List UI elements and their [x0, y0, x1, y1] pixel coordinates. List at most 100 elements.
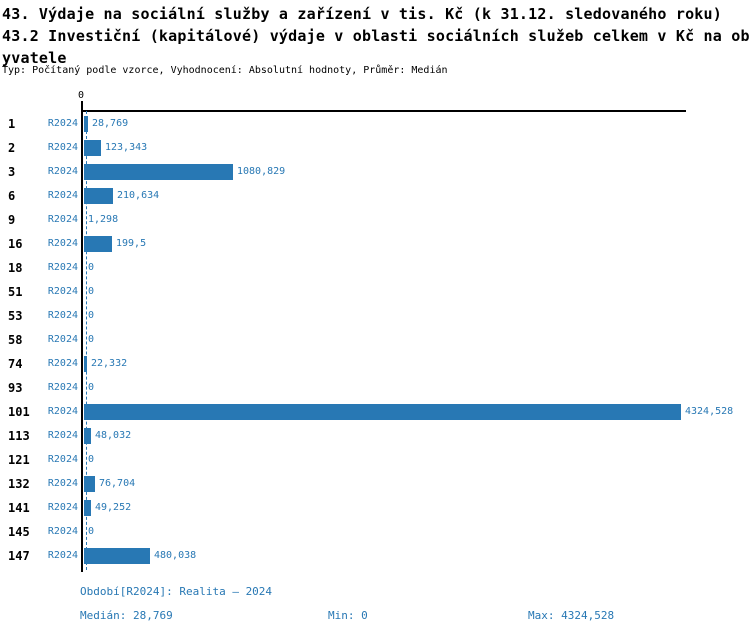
row-series-label: R2024	[47, 406, 78, 417]
bar-value-label: 1,298	[88, 214, 119, 225]
bar-value-label: 28,769	[92, 118, 129, 129]
bar	[84, 428, 91, 444]
bar-value-label: 0	[88, 262, 95, 273]
chart-row: 18 R2024 0	[0, 256, 750, 280]
row-series-label: R2024	[47, 238, 78, 249]
bar-value-label: 4324,528	[685, 406, 734, 417]
row-category-label: 58	[8, 333, 23, 347]
chart-row: 101 R2024 4324,528	[0, 400, 750, 424]
chart-title-line-3: yvatele	[2, 49, 67, 67]
bar-value-label: 480,038	[154, 550, 197, 561]
period-label: Období[R2024]: Realita – 2024	[80, 585, 273, 598]
row-series-label: R2024	[47, 382, 78, 393]
row-category-label: 121	[8, 453, 30, 467]
row-category-label: 113	[8, 429, 30, 443]
chart-row: 51 R2024 0	[0, 280, 750, 304]
chart-row: 6 R2024 210,634	[0, 184, 750, 208]
bar	[84, 164, 233, 180]
bar-value-label: 199,5	[116, 238, 147, 249]
row-series-label: R2024	[47, 550, 78, 561]
bar	[84, 356, 87, 372]
row-series-label: R2024	[47, 334, 78, 345]
row-series-label: R2024	[47, 454, 78, 465]
row-category-label: 93	[8, 381, 23, 395]
bar	[84, 404, 681, 420]
bar	[84, 236, 112, 252]
chart-row: 113 R2024 48,032	[0, 424, 750, 448]
bar-value-label: 76,704	[99, 478, 136, 489]
chart-row: 121 R2024 0	[0, 448, 750, 472]
chart-title-line-1: 43. Výdaje na sociální služby a zařízení…	[2, 5, 722, 23]
row-category-label: 16	[8, 237, 23, 251]
row-category-label: 18	[8, 261, 23, 275]
row-series-label: R2024	[47, 526, 78, 537]
min-stat: Min: 0	[328, 609, 368, 622]
row-category-label: 2	[8, 141, 16, 155]
chart-row: 141 R2024 49,252	[0, 496, 750, 520]
row-category-label: 141	[8, 501, 30, 515]
chart-row: 1 R2024 28,769	[0, 112, 750, 136]
row-series-label: R2024	[47, 214, 78, 225]
chart-row: 132 R2024 76,704	[0, 472, 750, 496]
chart-row: 145 R2024 0	[0, 520, 750, 544]
y-axis-line	[81, 101, 83, 572]
row-series-label: R2024	[47, 118, 78, 129]
bar-value-label: 123,343	[105, 142, 148, 153]
row-category-label: 147	[8, 549, 30, 563]
bar-value-label: 0	[88, 286, 95, 297]
row-category-label: 145	[8, 525, 30, 539]
chart-row: 3 R2024 1080,829	[0, 160, 750, 184]
bar-value-label: 48,032	[95, 430, 132, 441]
bar-value-label: 0	[88, 382, 95, 393]
row-series-label: R2024	[47, 286, 78, 297]
row-category-label: 101	[8, 405, 30, 419]
bar	[84, 500, 91, 516]
row-series-label: R2024	[47, 262, 78, 273]
bar-value-label: 49,252	[95, 502, 132, 513]
x-axis-line	[82, 110, 686, 112]
chart-row: 74 R2024 22,332	[0, 352, 750, 376]
bar-value-label: 0	[88, 526, 95, 537]
bar-value-label: 0	[88, 310, 95, 321]
row-series-label: R2024	[47, 142, 78, 153]
bar-value-label: 0	[88, 334, 95, 345]
chart-row: 93 R2024 0	[0, 376, 750, 400]
chart-title: 43. Výdaje na sociální služby a zařízení…	[2, 3, 750, 69]
chart-row: 53 R2024 0	[0, 304, 750, 328]
row-category-label: 6	[8, 189, 16, 203]
row-series-label: R2024	[47, 166, 78, 177]
row-series-label: R2024	[47, 310, 78, 321]
bar-value-label: 1080,829	[237, 166, 286, 177]
bar	[84, 476, 95, 492]
chart-row: 9 R2024 1,298	[0, 208, 750, 232]
chart-rows: 1 R2024 28,769 2 R2024 123,343 3 R2024 1…	[0, 112, 750, 568]
bar	[84, 548, 150, 564]
bar-value-label: 0	[88, 454, 95, 465]
bar	[84, 188, 113, 204]
median-stat: Medián: 28,769	[80, 609, 173, 622]
row-series-label: R2024	[47, 478, 78, 489]
max-stat: Max: 4324,528	[528, 609, 615, 622]
chart-row: 2 R2024 123,343	[0, 136, 750, 160]
row-category-label: 132	[8, 477, 30, 491]
row-category-label: 3	[8, 165, 16, 179]
row-category-label: 1	[8, 117, 16, 131]
bar-value-label: 210,634	[117, 190, 160, 201]
chart-subtitle: Typ: Počítaný podle vzorce, Vyhodnocení:…	[2, 65, 448, 76]
row-category-label: 51	[8, 285, 23, 299]
chart-row: 58 R2024 0	[0, 328, 750, 352]
bar	[84, 116, 88, 132]
row-category-label: 74	[8, 357, 23, 371]
bar-value-label: 22,332	[91, 358, 128, 369]
median-dashed-line	[86, 111, 87, 570]
chart-row: 16 R2024 199,5	[0, 232, 750, 256]
chart-title-line-2: 43.2 Investiční (kapitálové) výdaje v ob…	[2, 27, 750, 45]
x-axis-zero-tick-label: 0	[77, 90, 85, 101]
row-category-label: 53	[8, 309, 23, 323]
row-series-label: R2024	[47, 502, 78, 513]
row-category-label: 9	[8, 213, 16, 227]
bar	[84, 140, 101, 156]
chart-row: 147 R2024 480,038	[0, 544, 750, 568]
bar-chart: 0 1 R2024 28,769 2 R2024 123,343 3 R2024…	[0, 90, 750, 572]
